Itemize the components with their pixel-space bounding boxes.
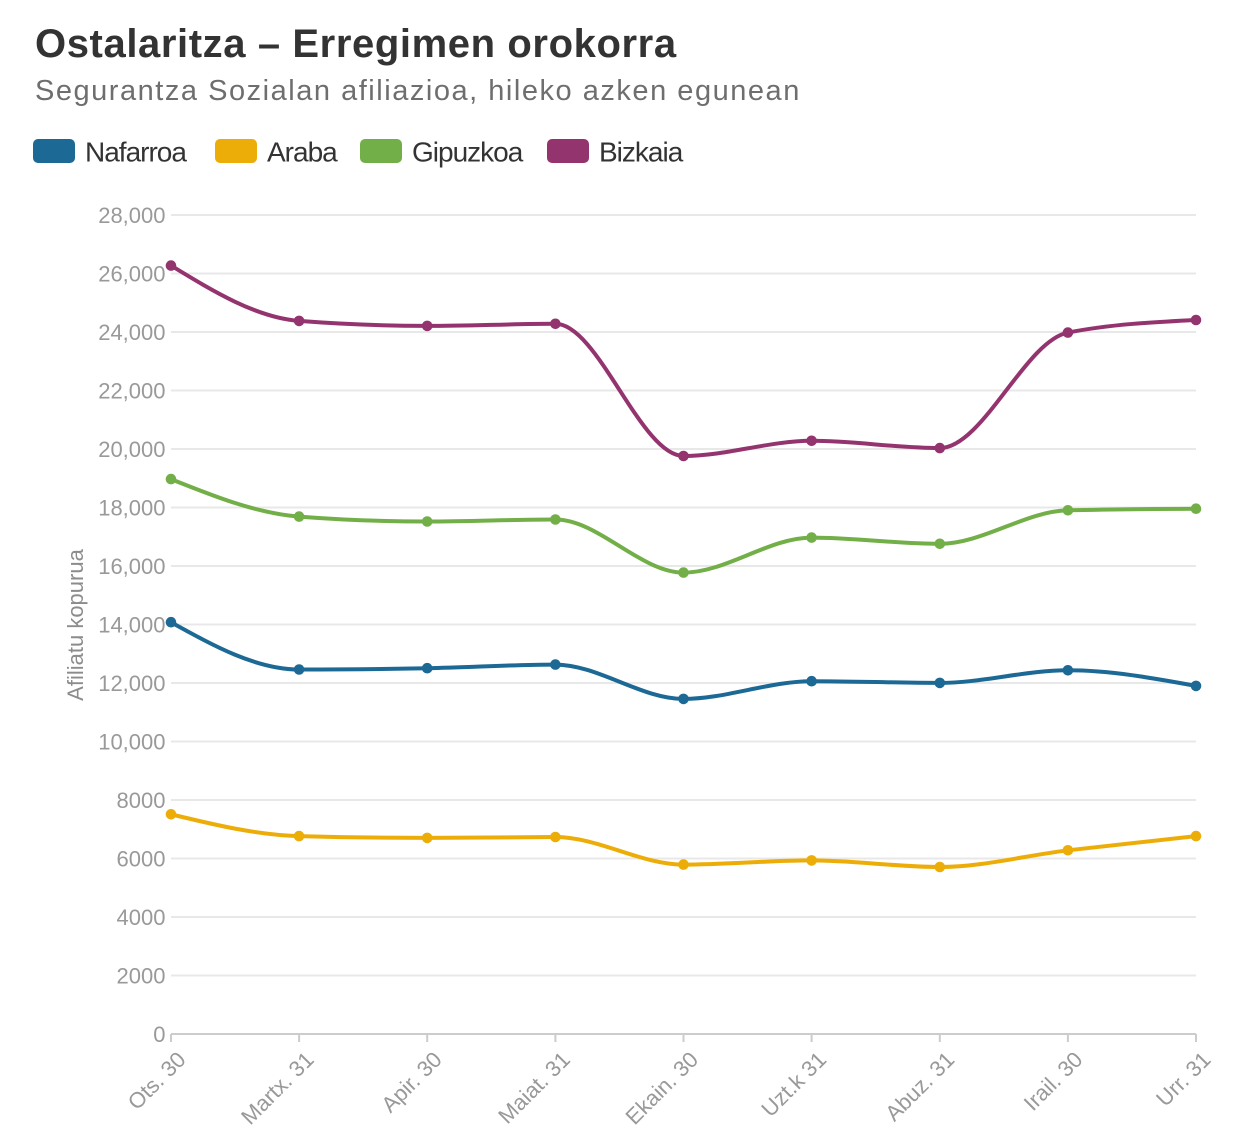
svg-text:24,000: 24,000 [98, 320, 165, 345]
svg-text:Ostalaritza – Erregimen orokor: Ostalaritza – Erregimen orokorra [35, 22, 677, 66]
svg-text:12,000: 12,000 [98, 671, 165, 696]
svg-text:10,000: 10,000 [98, 730, 165, 755]
svg-text:26,000: 26,000 [98, 262, 165, 287]
svg-text:22,000: 22,000 [98, 379, 165, 404]
svg-text:8000: 8000 [117, 788, 166, 813]
svg-text:Afiliatu kopurua: Afiliatu kopurua [63, 548, 88, 700]
svg-text:14,000: 14,000 [98, 613, 165, 638]
svg-text:Araba: Araba [267, 137, 338, 168]
svg-text:4000: 4000 [117, 905, 166, 930]
svg-text:Nafarroa: Nafarroa [85, 137, 187, 168]
svg-text:16,000: 16,000 [98, 554, 165, 579]
svg-text:Bizkaia: Bizkaia [599, 137, 684, 168]
svg-text:28,000: 28,000 [98, 203, 165, 228]
svg-text:2000: 2000 [117, 964, 166, 989]
svg-text:Segurantza Sozialan afiliazioa: Segurantza Sozialan afiliazioa, hileko a… [35, 75, 801, 107]
svg-text:20,000: 20,000 [98, 437, 165, 462]
svg-text:0: 0 [153, 1022, 165, 1047]
svg-text:6000: 6000 [117, 847, 166, 872]
svg-text:Gipuzkoa: Gipuzkoa [412, 137, 524, 168]
svg-text:18,000: 18,000 [98, 496, 165, 521]
